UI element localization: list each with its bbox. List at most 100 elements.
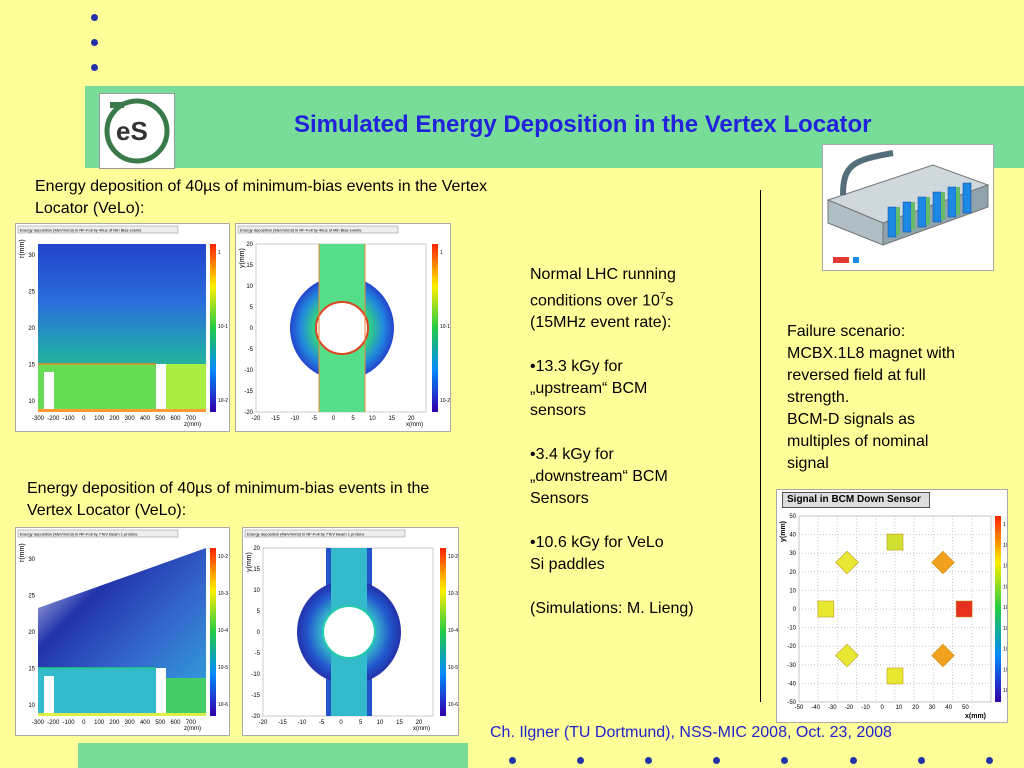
x-tick-label: 300 — [125, 720, 136, 726]
colorbar-tick-label: 10 — [1003, 543, 1007, 549]
divider-line — [760, 190, 761, 702]
colorbar-tick-label: 10² — [1003, 564, 1007, 570]
colorbar-tick-label: 10-1 — [218, 324, 228, 330]
y-tick-label: 10 — [246, 284, 253, 290]
colorbar-tick-label: 10⁶ — [1003, 647, 1007, 653]
y-tick-label: 15 — [28, 667, 35, 673]
bullet-dot — [713, 757, 720, 764]
x-tick-label: 700 — [186, 416, 197, 422]
y-tick-label: 30 — [28, 253, 35, 259]
x-axis-label: x(mm) — [413, 726, 430, 732]
bullet-dot — [850, 757, 857, 764]
colorbar-tick-label: 10-4 — [218, 628, 228, 634]
colorbar-tick-label: 10-5 — [218, 665, 228, 671]
xy-plot-bottom: Energy deposition (MeV/mm3) in RF-Foil b… — [242, 527, 459, 736]
bullet-line: •13.3 kGy for — [530, 358, 623, 376]
bullet-dot — [91, 14, 98, 21]
x-tick-label: -20 — [845, 705, 854, 711]
x-tick-label: -15 — [278, 720, 287, 726]
bullet-line: Sensors — [530, 490, 589, 508]
text-line: strength. — [787, 389, 850, 406]
bullet-dot — [509, 757, 516, 764]
colorbar-tick-label: 10³ — [1003, 584, 1007, 590]
y-tick-label: -20 — [251, 714, 260, 720]
colorbar-tick-label: 10-4 — [448, 628, 458, 634]
x-tick-label: 15 — [388, 416, 395, 422]
x-tick-label: 0 — [881, 705, 885, 711]
x-tick-label: 15 — [396, 720, 403, 726]
y-tick-label: 10 — [28, 399, 35, 405]
y-tick-label: 0 — [793, 607, 797, 613]
x-tick-label: 500 — [155, 720, 166, 726]
x-axis-label: z(mm) — [184, 422, 201, 428]
x-tick-label: -200 — [47, 720, 60, 726]
footer-band — [78, 743, 468, 768]
bullet-dot — [91, 64, 98, 71]
y-tick-label: -15 — [251, 693, 260, 699]
y-tick-label: 20 — [789, 570, 796, 576]
x-tick-label: 0 — [82, 720, 86, 726]
x-tick-label: -10 — [861, 705, 870, 711]
x-tick-label: 400 — [140, 416, 151, 422]
x-tick-label: 700 — [186, 720, 197, 726]
x-tick-label: 600 — [171, 416, 182, 422]
plot-header: Energy deposition (MeV/mm3) in RF-Foil b… — [20, 532, 137, 537]
x-tick-label: 10 — [369, 416, 376, 422]
bullet-line: •3.4 kGy for — [530, 446, 614, 464]
y-axis-label: y(mm) — [246, 552, 253, 572]
y-tick-label: 20 — [246, 242, 253, 248]
y-tick-label: -15 — [244, 389, 253, 395]
x-tick-label: -5 — [319, 720, 325, 726]
plot-header: Energy deposition (MeV/mm3) in RF-Foil b… — [20, 228, 141, 233]
text-line: Failure scenario: — [787, 323, 906, 340]
y-tick-label: -5 — [248, 347, 254, 353]
rz-plot-top: Energy deposition (MeV/mm3) in RF-Foil b… — [15, 223, 230, 432]
bcm-signal-plot: y(mm) x(mm) -50 -40 -30 -20 -10 0 10 20 30 40 50 -… — [776, 489, 1008, 723]
y-tick-label: -40 — [787, 681, 796, 687]
colorbar-tick-label: 10-2 — [448, 554, 458, 560]
x-axis-label: x(mm) — [406, 422, 423, 428]
text-line: BCM-D signals as — [787, 411, 916, 428]
x-tick-label: 100 — [94, 416, 105, 422]
colorbar-tick-label: 10-2 — [218, 398, 228, 404]
colorbar-tick-label: 10-3 — [448, 591, 458, 597]
colorbar-tick-label: 10-6 — [218, 702, 228, 708]
bcm-sensor-mark — [931, 643, 955, 668]
bullet-line: „downstream“ BCM — [530, 468, 668, 486]
svg-text:eS: eS — [116, 116, 148, 146]
right-text-block: Failure scenario: MCBX.1L8 magnet with r… — [787, 321, 1017, 475]
x-tick-label: -15 — [271, 416, 280, 422]
y-tick-label: 15 — [28, 363, 35, 369]
y-tick-label: 5 — [250, 305, 254, 311]
bullet-dot — [91, 39, 98, 46]
text-line: MCBX.1L8 magnet with — [787, 345, 956, 362]
x-tick-label: -100 — [63, 720, 76, 726]
y-tick-label: 0 — [257, 630, 261, 636]
x-tick-label: -20 — [259, 720, 268, 726]
bcm-sensor-mark — [817, 600, 835, 618]
y-axis-label: r(mm) — [19, 239, 26, 258]
y-tick-label: 20 — [28, 326, 35, 332]
y-axis-label: y(mm) — [239, 248, 246, 268]
x-tick-label: 0 — [339, 720, 343, 726]
colorbar-tick-label: 10⁵ — [1003, 626, 1007, 632]
colorbar-tick-label: 10⁷ — [1003, 667, 1007, 673]
bcm-plot-title: Signal in BCM Down Sensor — [782, 492, 930, 508]
x-tick-label: 400 — [140, 720, 151, 726]
colorbar-tick-label: 10⁸ — [1003, 688, 1007, 694]
x-tick-label: 5 — [351, 416, 355, 422]
y-tick-label: -30 — [787, 663, 796, 669]
university-logo: eS — [99, 93, 175, 169]
y-tick-label: 15 — [246, 263, 253, 269]
x-tick-label: 100 — [94, 720, 105, 726]
colorbar-tick-label: 10-6 — [448, 702, 458, 708]
bcm-sensor-mark — [886, 667, 904, 685]
text-line: conditions over 107s — [530, 291, 674, 310]
xy-plot-top: Energy deposition (MeV/mm3) in RF-Foil b… — [235, 223, 451, 432]
x-tick-label: -100 — [63, 416, 76, 422]
x-tick-label: -20 — [252, 416, 261, 422]
colorbar-tick-label: 10-1 — [440, 324, 450, 330]
bullet-dot — [918, 757, 925, 764]
x-tick-label: -300 — [32, 720, 45, 726]
top-left-caption: Energy deposition of 40µs of minimum-bia… — [35, 178, 488, 217]
